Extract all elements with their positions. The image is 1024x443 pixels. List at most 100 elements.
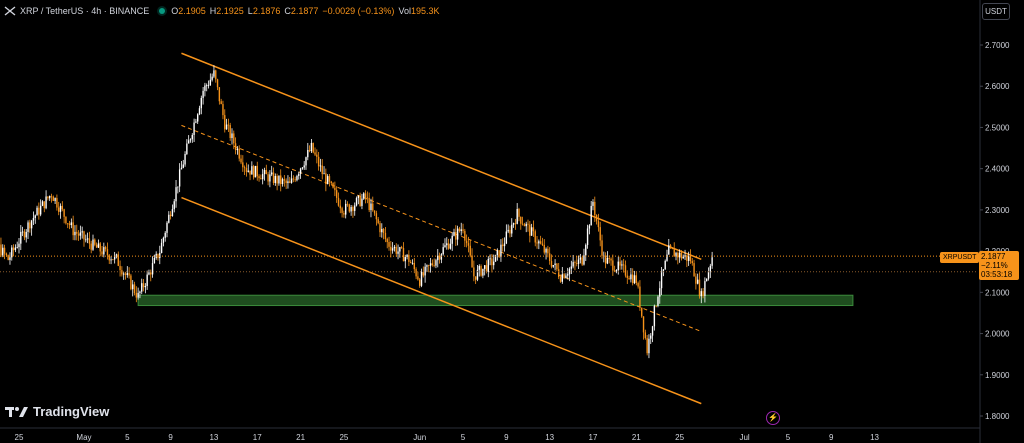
high-label: H: [209, 6, 217, 16]
candle-body: [548, 253, 551, 262]
candle-body: [200, 97, 203, 109]
market-open-status-icon: [159, 8, 166, 14]
candle-body: [218, 87, 221, 102]
candle-body: [366, 197, 369, 199]
candle-body: [182, 164, 184, 168]
candle-body: [280, 175, 282, 185]
candle-body: [58, 207, 60, 212]
candle-body: [695, 276, 697, 284]
support-zone-rect[interactable]: [137, 294, 854, 307]
candle-body: [437, 255, 439, 261]
candle-body: [325, 173, 327, 184]
candle-body: [352, 207, 354, 211]
currency-button[interactable]: USDT: [982, 3, 1010, 20]
candle-body: [529, 224, 531, 236]
symbol-title[interactable]: XRP / TetherUS · 4h · BINANCE: [20, 6, 150, 16]
candle-body: [254, 165, 257, 178]
candle-body: [222, 104, 224, 116]
candle-body: [139, 291, 141, 293]
candle-body: [456, 228, 459, 240]
candle-body: [256, 165, 258, 177]
candle-body: [317, 156, 320, 167]
candle-body: [503, 243, 506, 247]
xrp-logo-icon: [4, 6, 16, 16]
high-value: 2.1925: [216, 6, 244, 16]
candle-body: [330, 181, 332, 184]
candle-body: [455, 231, 457, 240]
candle-body: [583, 255, 585, 265]
candle-body: [169, 214, 172, 217]
candle-body: [534, 231, 536, 243]
time-tick-label: 13: [870, 433, 879, 442]
candle-body: [404, 256, 406, 262]
candle-body: [568, 268, 571, 275]
time-tick-label: 9: [504, 433, 509, 442]
candle-body: [252, 166, 255, 178]
candle-body: [178, 169, 181, 187]
candle-body: [168, 214, 170, 223]
candle-body: [124, 273, 127, 275]
candle-body: [406, 254, 408, 257]
candle-body: [86, 238, 89, 240]
candle-body: [245, 168, 248, 172]
candle-body: [153, 257, 156, 264]
candle-body: [453, 231, 455, 236]
candle-body: [9, 257, 11, 260]
candle-body: [677, 252, 679, 258]
channel-mid-line[interactable]: [181, 124, 702, 332]
candle-body: [539, 241, 542, 244]
candle-body: [339, 205, 341, 209]
candle-body: [471, 255, 473, 268]
candle-body: [581, 257, 583, 265]
candle-body: [335, 190, 338, 198]
candle-body: [554, 263, 556, 266]
candle-body: [491, 258, 493, 266]
candle-body: [41, 201, 44, 206]
candle-body: [348, 204, 351, 212]
candle-body: [323, 173, 325, 175]
candle-body: [462, 229, 464, 231]
time-axis[interactable]: 25 May 5 9 13 17 21 25 Jun 5 9 13 17 21 25 Jul 5 9 13: [0, 427, 980, 442]
candle-body: [646, 338, 648, 354]
candle-body: [469, 245, 471, 256]
candle-body: [233, 133, 235, 144]
candle-body: [696, 279, 699, 284]
candle-body: [556, 263, 558, 270]
symbol-price-tag: XRPUSDT: [940, 252, 980, 263]
price-tick-label: 2.4000: [985, 165, 1010, 174]
candle-body: [38, 207, 40, 215]
channel-upper-line[interactable]: [181, 52, 702, 261]
candle-body: [110, 259, 112, 261]
candle-body: [274, 175, 277, 183]
candle-body: [557, 269, 560, 278]
candle-body: [498, 250, 500, 257]
lightning-icon[interactable]: ⚡: [766, 411, 780, 425]
candle-body: [561, 274, 564, 282]
time-tick-label: 17: [253, 433, 262, 442]
candle-body: [586, 228, 589, 245]
candle-body: [702, 291, 704, 296]
candle-body: [70, 222, 73, 226]
candle-body: [48, 195, 51, 199]
candle-body: [632, 274, 634, 284]
candle-body: [686, 255, 688, 261]
descending-channel[interactable]: [181, 52, 702, 405]
time-tick-label: 25: [675, 433, 684, 442]
candle-body: [675, 252, 677, 257]
candle-body: [601, 240, 603, 256]
channel-lower-line[interactable]: [181, 196, 702, 405]
candle-body: [516, 208, 518, 224]
candle-body: [388, 242, 390, 247]
candle-body: [225, 124, 228, 130]
support-zone[interactable]: [137, 294, 854, 307]
candle-body: [290, 178, 293, 183]
tradingview-logo[interactable]: TradingView: [5, 404, 109, 419]
candle-body: [238, 148, 240, 159]
candle-body: [207, 85, 210, 86]
price-axis[interactable]: 2.70002.60002.50002.40002.30002.20002.10…: [979, 0, 1024, 443]
candle-body: [229, 125, 231, 139]
candle-body: [655, 305, 657, 307]
candle-body: [193, 122, 195, 135]
